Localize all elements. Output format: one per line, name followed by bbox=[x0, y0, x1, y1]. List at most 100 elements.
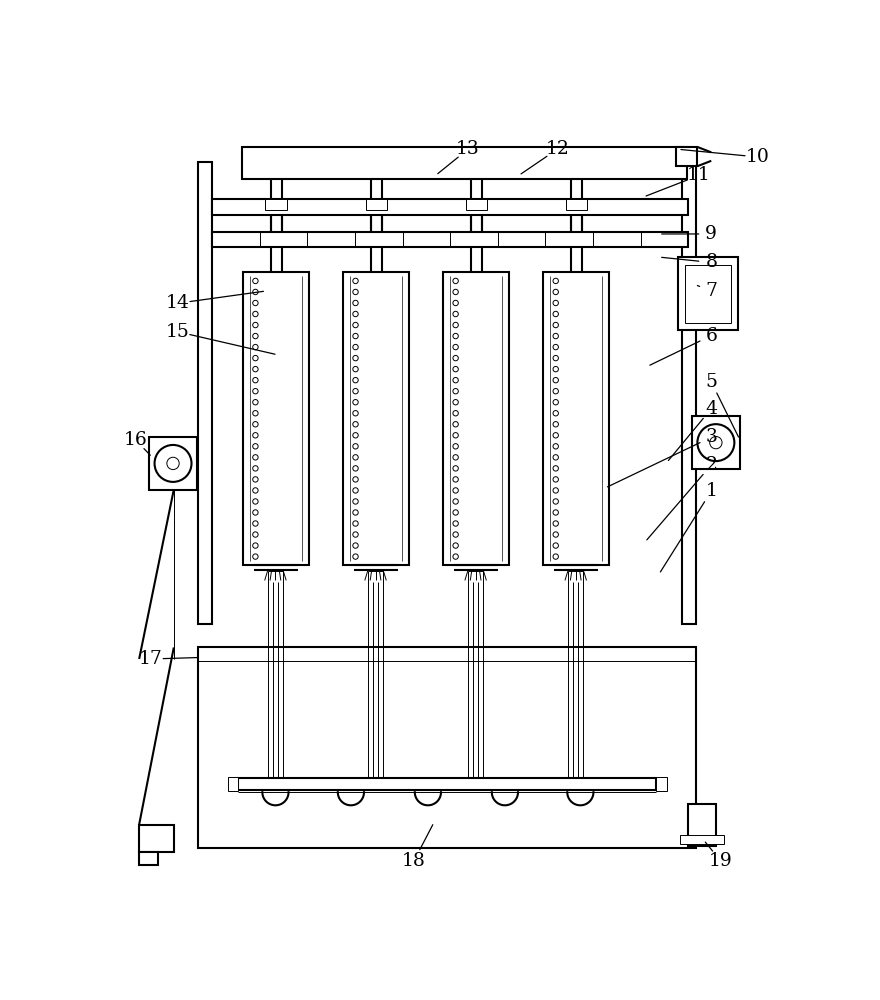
Circle shape bbox=[553, 344, 559, 350]
Bar bbox=[238, 778, 656, 790]
Circle shape bbox=[453, 400, 458, 405]
Circle shape bbox=[553, 333, 559, 339]
Circle shape bbox=[453, 333, 458, 339]
Circle shape bbox=[253, 433, 258, 438]
Bar bbox=[139, 825, 174, 852]
Circle shape bbox=[553, 289, 559, 295]
Circle shape bbox=[553, 355, 559, 361]
Bar bbox=[266, 199, 287, 210]
Bar bbox=[676, 147, 698, 166]
Circle shape bbox=[553, 311, 559, 317]
Circle shape bbox=[253, 355, 258, 361]
Text: 5: 5 bbox=[705, 373, 717, 391]
Circle shape bbox=[353, 344, 358, 350]
Circle shape bbox=[253, 455, 258, 460]
Bar bbox=[343, 272, 408, 565]
Circle shape bbox=[453, 455, 458, 460]
Circle shape bbox=[553, 422, 559, 427]
Circle shape bbox=[353, 333, 358, 339]
Circle shape bbox=[253, 289, 258, 295]
Circle shape bbox=[353, 455, 358, 460]
Circle shape bbox=[553, 466, 559, 471]
Text: 9: 9 bbox=[706, 225, 717, 243]
Circle shape bbox=[253, 366, 258, 372]
Circle shape bbox=[353, 300, 358, 306]
Circle shape bbox=[353, 433, 358, 438]
Circle shape bbox=[453, 300, 458, 306]
Text: 14: 14 bbox=[165, 294, 189, 312]
Circle shape bbox=[453, 411, 458, 416]
Text: 11: 11 bbox=[687, 166, 711, 184]
Circle shape bbox=[453, 322, 458, 328]
Text: 15: 15 bbox=[165, 323, 189, 341]
Text: 1: 1 bbox=[706, 482, 717, 500]
Bar bbox=[692, 416, 740, 469]
Circle shape bbox=[553, 543, 559, 548]
Circle shape bbox=[553, 499, 559, 504]
Circle shape bbox=[453, 366, 458, 372]
Bar bbox=[678, 257, 738, 330]
Circle shape bbox=[253, 466, 258, 471]
Circle shape bbox=[155, 445, 192, 482]
Circle shape bbox=[453, 510, 458, 515]
Circle shape bbox=[453, 521, 458, 526]
Text: 17: 17 bbox=[139, 650, 163, 668]
Circle shape bbox=[353, 355, 358, 361]
Circle shape bbox=[553, 322, 559, 328]
Circle shape bbox=[453, 289, 458, 295]
Circle shape bbox=[553, 278, 559, 284]
Circle shape bbox=[453, 355, 458, 361]
Bar bbox=[466, 199, 488, 210]
Circle shape bbox=[553, 532, 559, 537]
Circle shape bbox=[253, 278, 258, 284]
Circle shape bbox=[253, 333, 258, 339]
Circle shape bbox=[453, 477, 458, 482]
Circle shape bbox=[553, 388, 559, 394]
Bar bbox=[139, 852, 158, 865]
Text: 12: 12 bbox=[546, 140, 569, 158]
Circle shape bbox=[167, 457, 180, 470]
Circle shape bbox=[253, 499, 258, 504]
Circle shape bbox=[453, 388, 458, 394]
Circle shape bbox=[253, 444, 258, 449]
Circle shape bbox=[453, 532, 458, 537]
Circle shape bbox=[353, 499, 358, 504]
Bar bbox=[199, 647, 696, 848]
Bar bbox=[228, 777, 238, 791]
Circle shape bbox=[553, 488, 559, 493]
Circle shape bbox=[353, 466, 358, 471]
Bar bbox=[688, 804, 716, 846]
Circle shape bbox=[698, 424, 735, 461]
Circle shape bbox=[453, 499, 458, 504]
Bar bbox=[243, 272, 309, 565]
Circle shape bbox=[453, 444, 458, 449]
Circle shape bbox=[253, 300, 258, 306]
Circle shape bbox=[553, 477, 559, 482]
Circle shape bbox=[353, 400, 358, 405]
Text: 18: 18 bbox=[402, 852, 426, 870]
Circle shape bbox=[453, 278, 458, 284]
Circle shape bbox=[353, 311, 358, 317]
Circle shape bbox=[253, 322, 258, 328]
Bar bbox=[682, 162, 696, 624]
Circle shape bbox=[353, 521, 358, 526]
Text: 4: 4 bbox=[705, 400, 717, 418]
Text: 7: 7 bbox=[705, 282, 717, 300]
Circle shape bbox=[453, 311, 458, 317]
Circle shape bbox=[253, 422, 258, 427]
Circle shape bbox=[553, 510, 559, 515]
Bar bbox=[680, 835, 723, 844]
Bar bbox=[685, 265, 731, 323]
Circle shape bbox=[253, 377, 258, 383]
Circle shape bbox=[353, 488, 358, 493]
Text: 6: 6 bbox=[706, 327, 717, 345]
Bar bbox=[199, 162, 212, 624]
Circle shape bbox=[453, 488, 458, 493]
Bar bbox=[566, 199, 587, 210]
Circle shape bbox=[353, 322, 358, 328]
Circle shape bbox=[353, 411, 358, 416]
Text: 8: 8 bbox=[705, 253, 717, 271]
Circle shape bbox=[453, 344, 458, 350]
Circle shape bbox=[253, 488, 258, 493]
Circle shape bbox=[253, 400, 258, 405]
